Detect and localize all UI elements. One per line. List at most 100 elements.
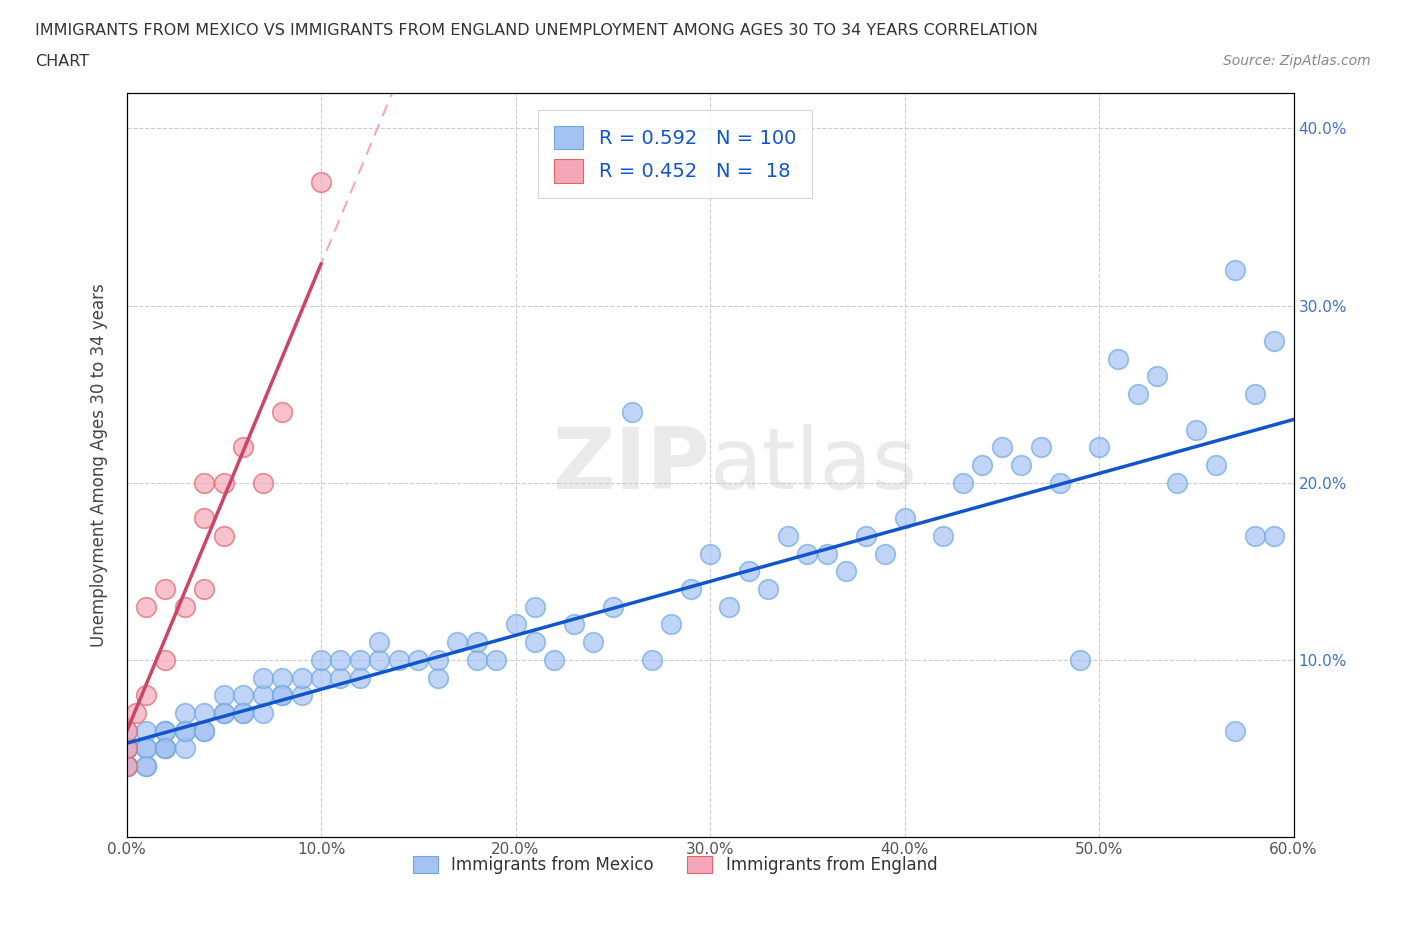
Point bbox=[952, 475, 974, 490]
Point bbox=[232, 706, 254, 721]
Point bbox=[641, 653, 664, 668]
Point bbox=[505, 617, 527, 631]
Point bbox=[174, 724, 197, 738]
Point bbox=[408, 653, 430, 668]
Point bbox=[135, 741, 157, 756]
Point bbox=[252, 475, 274, 490]
Point bbox=[232, 440, 254, 455]
Text: ZIP: ZIP bbox=[553, 423, 710, 507]
Legend: Immigrants from Mexico, Immigrants from England: Immigrants from Mexico, Immigrants from … bbox=[406, 849, 943, 881]
Point bbox=[271, 688, 294, 703]
Point bbox=[193, 475, 215, 490]
Point bbox=[329, 671, 352, 685]
Point bbox=[193, 581, 215, 596]
Point bbox=[329, 653, 352, 668]
Point bbox=[115, 741, 138, 756]
Point bbox=[621, 405, 644, 419]
Point bbox=[155, 741, 177, 756]
Point bbox=[1126, 387, 1149, 402]
Point bbox=[193, 511, 215, 525]
Point bbox=[446, 634, 468, 649]
Point bbox=[990, 440, 1012, 455]
Point bbox=[115, 724, 138, 738]
Point bbox=[523, 599, 546, 614]
Point bbox=[1223, 262, 1246, 277]
Point bbox=[932, 528, 955, 543]
Point bbox=[135, 724, 157, 738]
Point bbox=[309, 653, 332, 668]
Text: atlas: atlas bbox=[710, 423, 918, 507]
Point bbox=[155, 741, 177, 756]
Point bbox=[1146, 369, 1168, 384]
Point bbox=[155, 724, 177, 738]
Point bbox=[135, 688, 157, 703]
Point bbox=[1243, 528, 1265, 543]
Point bbox=[309, 671, 332, 685]
Point bbox=[835, 564, 858, 578]
Point bbox=[115, 759, 138, 774]
Point bbox=[756, 581, 779, 596]
Point bbox=[679, 581, 702, 596]
Point bbox=[1223, 724, 1246, 738]
Point bbox=[115, 741, 138, 756]
Point bbox=[135, 599, 157, 614]
Point bbox=[125, 706, 148, 721]
Point bbox=[135, 759, 157, 774]
Point bbox=[1108, 352, 1130, 366]
Point bbox=[115, 741, 138, 756]
Point bbox=[290, 688, 312, 703]
Point bbox=[212, 475, 235, 490]
Point bbox=[602, 599, 624, 614]
Point bbox=[174, 599, 197, 614]
Point bbox=[193, 724, 215, 738]
Point bbox=[155, 653, 177, 668]
Point bbox=[271, 405, 294, 419]
Point bbox=[1243, 387, 1265, 402]
Point bbox=[232, 706, 254, 721]
Point bbox=[426, 653, 449, 668]
Point bbox=[115, 741, 138, 756]
Point bbox=[135, 759, 157, 774]
Point bbox=[174, 741, 197, 756]
Point bbox=[1185, 422, 1208, 437]
Point bbox=[699, 546, 721, 561]
Point bbox=[174, 724, 197, 738]
Point bbox=[212, 706, 235, 721]
Point bbox=[718, 599, 741, 614]
Point bbox=[252, 688, 274, 703]
Point bbox=[349, 671, 371, 685]
Point bbox=[1088, 440, 1111, 455]
Point bbox=[855, 528, 877, 543]
Point bbox=[388, 653, 411, 668]
Point bbox=[776, 528, 799, 543]
Point bbox=[796, 546, 818, 561]
Point bbox=[893, 511, 915, 525]
Point bbox=[815, 546, 838, 561]
Point bbox=[349, 653, 371, 668]
Point bbox=[155, 724, 177, 738]
Text: CHART: CHART bbox=[35, 54, 89, 69]
Point bbox=[252, 706, 274, 721]
Point bbox=[115, 759, 138, 774]
Text: IMMIGRANTS FROM MEXICO VS IMMIGRANTS FROM ENGLAND UNEMPLOYMENT AMONG AGES 30 TO : IMMIGRANTS FROM MEXICO VS IMMIGRANTS FRO… bbox=[35, 23, 1038, 38]
Point bbox=[523, 634, 546, 649]
Point bbox=[465, 653, 488, 668]
Y-axis label: Unemployment Among Ages 30 to 34 years: Unemployment Among Ages 30 to 34 years bbox=[90, 283, 108, 647]
Point bbox=[115, 741, 138, 756]
Point bbox=[271, 671, 294, 685]
Point bbox=[582, 634, 605, 649]
Point bbox=[1263, 334, 1285, 349]
Point bbox=[368, 634, 391, 649]
Point bbox=[1049, 475, 1071, 490]
Point bbox=[212, 528, 235, 543]
Point bbox=[271, 688, 294, 703]
Point bbox=[875, 546, 897, 561]
Point bbox=[115, 741, 138, 756]
Point bbox=[155, 741, 177, 756]
Point bbox=[465, 634, 488, 649]
Point bbox=[1010, 458, 1032, 472]
Point bbox=[174, 706, 197, 721]
Point bbox=[212, 706, 235, 721]
Point bbox=[193, 724, 215, 738]
Point bbox=[1069, 653, 1091, 668]
